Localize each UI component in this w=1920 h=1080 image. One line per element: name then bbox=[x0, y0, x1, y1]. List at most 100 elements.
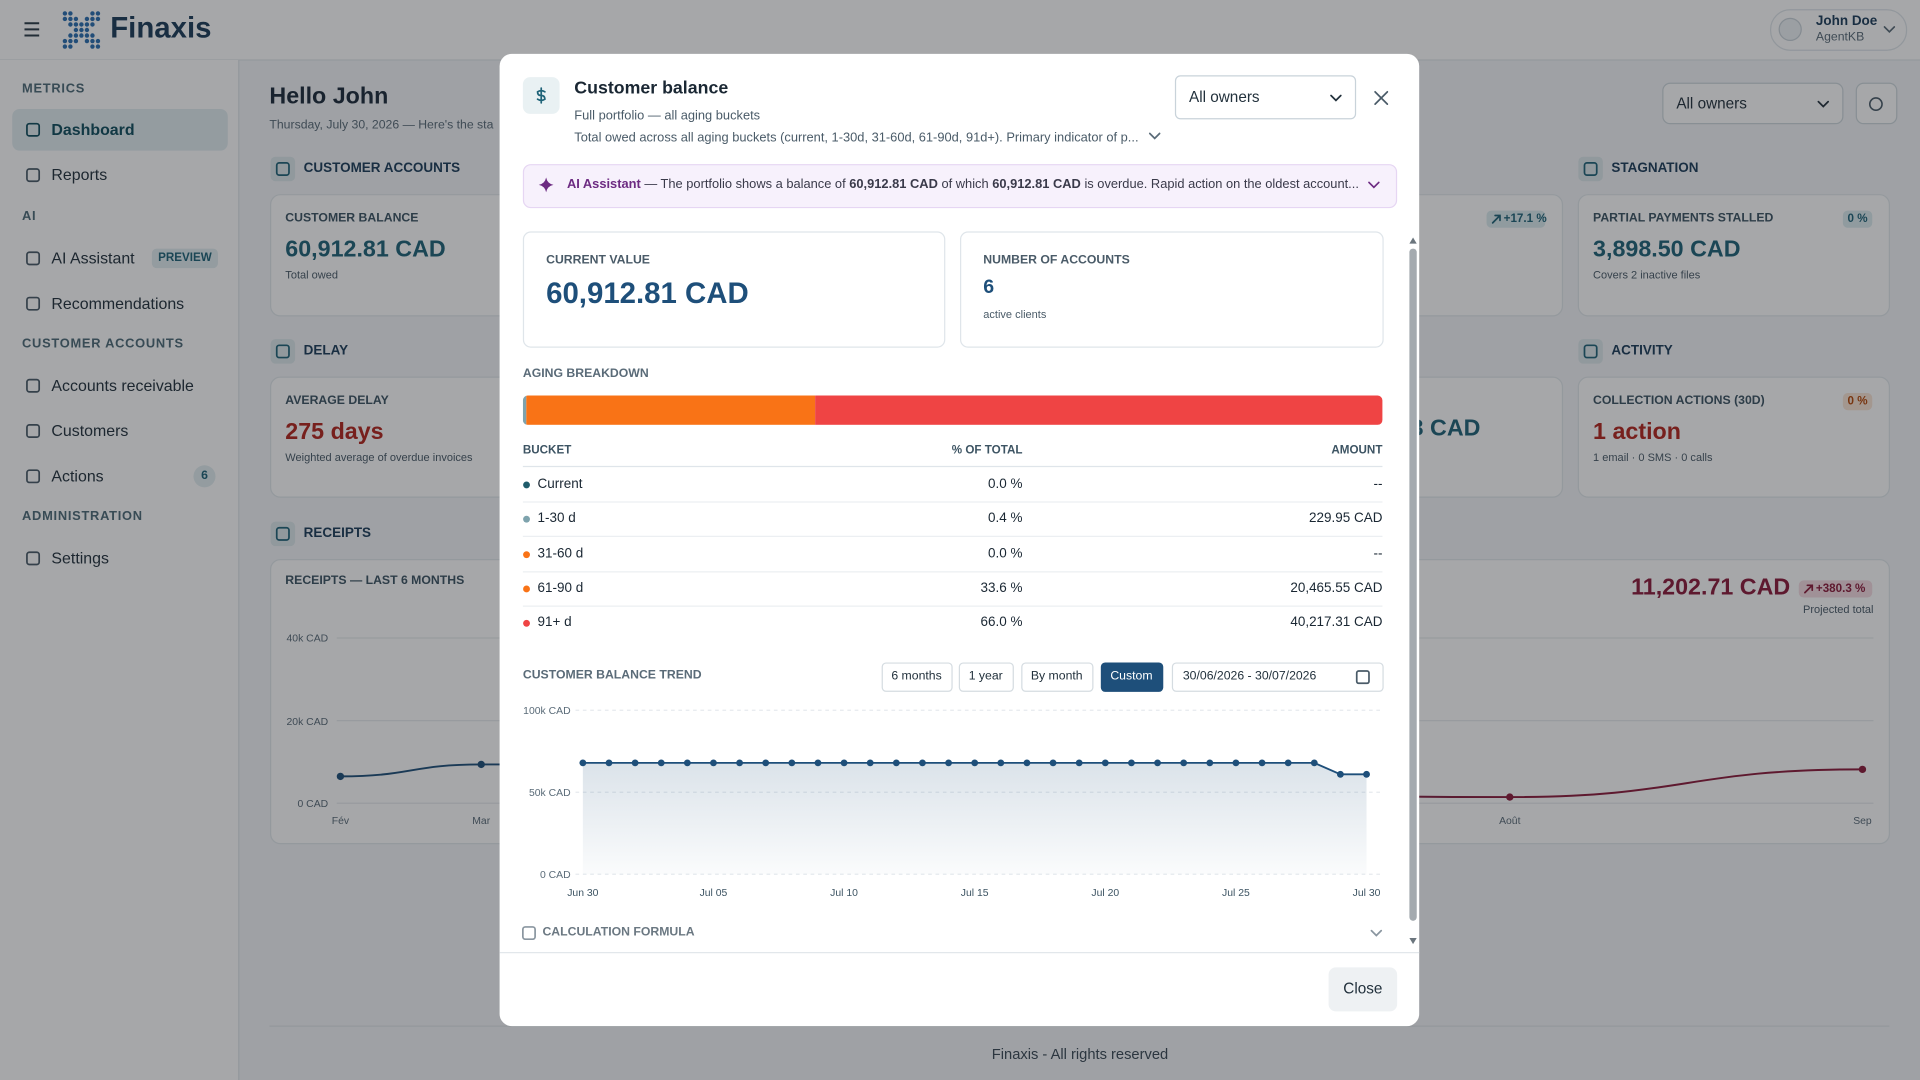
nav-item[interactable]: Reports bbox=[51, 165, 108, 184]
range-button-label[interactable]: 1 year bbox=[968, 669, 1003, 684]
trend-arrow bbox=[1804, 584, 1814, 594]
owner-filter[interactable] bbox=[1662, 82, 1844, 125]
badge: 0 % bbox=[1847, 212, 1868, 226]
bucket-share: 33.6 % bbox=[980, 580, 1023, 596]
nav-item[interactable]: Customers bbox=[51, 421, 129, 440]
user-menu[interactable] bbox=[1770, 9, 1908, 51]
table-header: AMOUNT bbox=[1331, 443, 1383, 458]
receipts-point bbox=[1858, 765, 1867, 774]
nav-item[interactable]: Dashboard bbox=[51, 120, 135, 139]
formula-toggle[interactable]: CALCULATION FORMULA bbox=[542, 925, 695, 940]
nav-item[interactable]: AI Assistant bbox=[51, 248, 135, 268]
ai-message-part: — The portfolio shows a balance of bbox=[644, 177, 846, 192]
logo-dot bbox=[90, 38, 95, 44]
chevron-icon[interactable] bbox=[1370, 929, 1383, 937]
scrollbar-thumb[interactable] bbox=[1409, 248, 1417, 921]
trend-point bbox=[579, 759, 587, 767]
bucket-share: 66.0 % bbox=[980, 615, 1023, 630]
nav-item[interactable]: Actions bbox=[51, 466, 104, 486]
date-range-value: 30/06/2026 - 30/07/2026 bbox=[1182, 669, 1317, 684]
bucket-share: 0.0 % bbox=[987, 476, 1023, 492]
trend-point bbox=[840, 759, 848, 767]
bucket-dot bbox=[523, 515, 530, 523]
logo-dot bbox=[84, 38, 90, 44]
bucket-amount: 229.95 CAD bbox=[1309, 511, 1383, 526]
nav-badge-bg bbox=[151, 248, 218, 269]
logo-dot bbox=[73, 38, 79, 44]
card-note: Weighted average of overdue invoices bbox=[285, 451, 473, 464]
projected-label: Projected total bbox=[1803, 603, 1874, 616]
trend-point bbox=[1101, 759, 1109, 767]
chevron-icon[interactable] bbox=[1330, 94, 1342, 102]
icon bbox=[275, 526, 290, 541]
card-value: 60,912.81 CAD bbox=[285, 237, 446, 263]
user-role: AgentKB bbox=[1815, 30, 1865, 45]
icon bbox=[26, 296, 41, 311]
logo-dot bbox=[62, 38, 68, 44]
trend-point bbox=[1336, 770, 1344, 778]
calendar-icon bbox=[1355, 670, 1370, 685]
nav-badge: PREVIEW bbox=[158, 251, 212, 265]
refresh-button[interactable] bbox=[1855, 82, 1898, 125]
nav-item[interactable]: Settings bbox=[51, 548, 109, 568]
card-value: 3,898.50 CAD bbox=[1593, 237, 1741, 263]
scroll-up[interactable] bbox=[1409, 237, 1417, 244]
chevron-icon[interactable] bbox=[1817, 100, 1830, 108]
receipts-point bbox=[477, 760, 485, 769]
receipts-point bbox=[1506, 793, 1514, 801]
y-tick-label: 0 CAD bbox=[539, 868, 571, 881]
nav-section-title: METRICS bbox=[22, 81, 86, 97]
close-icon[interactable] bbox=[1374, 90, 1389, 105]
section-title: STAGNATION bbox=[1611, 160, 1699, 176]
logo-dot bbox=[90, 44, 95, 49]
ai-message-part: of which bbox=[941, 177, 989, 192]
trend-point bbox=[1023, 759, 1031, 767]
range-button[interactable] bbox=[958, 662, 1014, 692]
trend-point bbox=[1075, 759, 1083, 767]
scroll-down[interactable] bbox=[1409, 937, 1417, 945]
logo-dot bbox=[84, 33, 90, 38]
receipts-point bbox=[336, 772, 345, 781]
nav-badge-bg bbox=[193, 465, 216, 488]
logo-dot bbox=[90, 22, 95, 27]
owner-filter-value: All owners bbox=[1676, 94, 1747, 113]
range-button-label[interactable]: Custom bbox=[1110, 669, 1153, 684]
chevron-icon[interactable] bbox=[1883, 26, 1896, 34]
projected-value: 11,202.71 CAD bbox=[1631, 575, 1791, 601]
nav-item[interactable]: Recommendations bbox=[51, 294, 185, 313]
range-button[interactable] bbox=[1100, 662, 1164, 692]
chevron-icon[interactable] bbox=[1368, 181, 1380, 189]
bucket-amount: -- bbox=[1373, 546, 1383, 562]
modal-title: Customer balance bbox=[574, 78, 729, 99]
nav-item[interactable]: Accounts receivable bbox=[51, 376, 194, 395]
range-button-label[interactable]: By month bbox=[1030, 669, 1083, 684]
logo-dot bbox=[79, 22, 84, 27]
range-button-label[interactable]: 6 months bbox=[891, 669, 942, 684]
aging-segment bbox=[526, 395, 816, 425]
trend-point bbox=[683, 759, 691, 767]
menu-button[interactable] bbox=[24, 22, 40, 37]
range-button[interactable] bbox=[881, 662, 953, 692]
date-range[interactable] bbox=[1171, 662, 1384, 692]
footer: Finaxis - All rights reserved bbox=[991, 1045, 1169, 1063]
icon bbox=[26, 251, 41, 266]
logo-dot bbox=[73, 16, 79, 22]
range-button[interactable] bbox=[1021, 662, 1094, 692]
logo-dot bbox=[73, 27, 79, 33]
close-button[interactable] bbox=[1328, 967, 1398, 1012]
close-button-label[interactable]: Close bbox=[1343, 980, 1383, 998]
owner-filter[interactable] bbox=[1174, 75, 1357, 120]
nav-section-title: ADMINISTRATION bbox=[22, 509, 143, 524]
icon bbox=[1583, 344, 1598, 359]
icon bbox=[275, 344, 290, 359]
chevron-icon[interactable] bbox=[1148, 132, 1161, 140]
bucket-dot bbox=[523, 481, 530, 489]
section-title: AGING BREAKDOWN bbox=[522, 367, 649, 381]
logo-dot bbox=[90, 33, 95, 38]
trend-point bbox=[997, 759, 1005, 767]
trend-point bbox=[788, 759, 796, 767]
owner-filter-value: All owners bbox=[1188, 88, 1260, 106]
card-note: 1 email · 0 SMS · 0 calls bbox=[1593, 451, 1713, 464]
kpi-card bbox=[960, 231, 1384, 348]
badge: +17.1 % bbox=[1503, 212, 1547, 226]
